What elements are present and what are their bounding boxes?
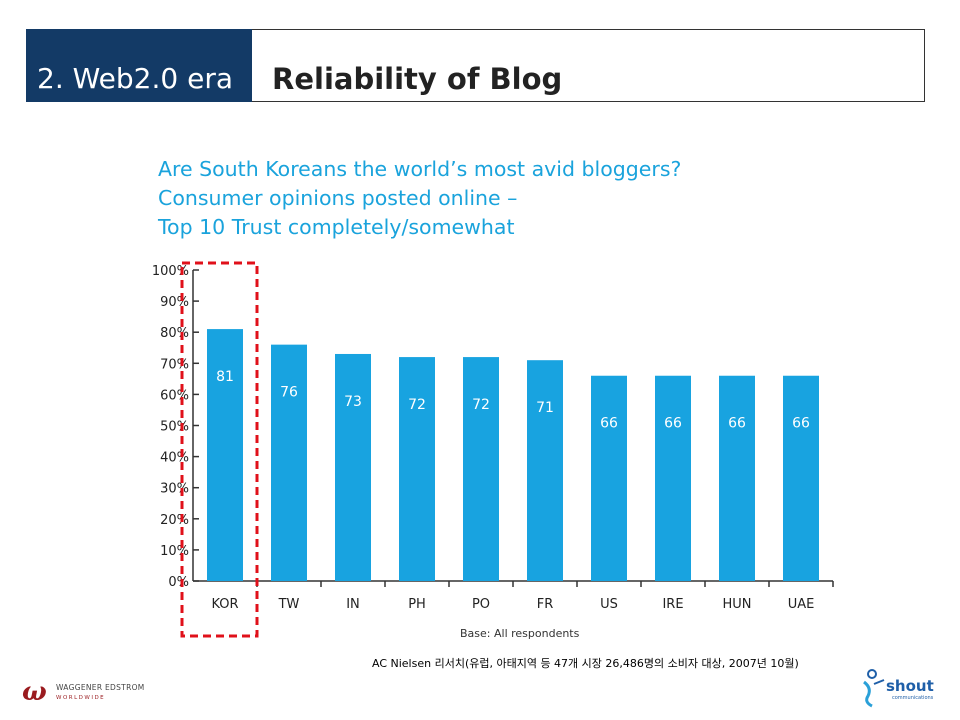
logo-right-sub: communications [892,695,934,701]
y-tick-label: 40% [160,451,189,466]
y-tick-label: 30% [160,482,189,497]
bar-us [591,375,627,581]
y-tick-label: 90% [160,295,189,310]
logo-right-name: shout [886,677,934,695]
bar-ire [655,375,691,581]
x-category-label: TW [278,597,300,612]
x-category-label: IRE [662,597,683,612]
x-category-label: IN [346,597,360,612]
x-category-label: PH [408,597,426,612]
chart-title-line-3: Top 10 Trust completely/somewhat [158,215,515,239]
data-label: 72 [472,397,490,413]
bar-chart: 0% 10% 20% 30% 40% 50% 60% 70% 80% 90% 100% 81 KOR 76… [152,261,834,640]
bar-ph [399,357,435,581]
x-category-label: UAE [788,597,815,612]
y-tick-label: 20% [160,513,189,528]
y-tick-label: 70% [160,357,189,372]
y-tick-label: 10% [160,544,189,559]
x-category-label: PO [472,597,490,612]
section-label: 2. Web2.0 era [26,29,252,102]
bar-po [463,357,499,581]
bar-uae [783,375,819,581]
bar-hun [719,375,755,581]
data-label: 66 [792,416,810,432]
chart-base-note: Base: All respondents [460,627,580,640]
logo-left-name: WAGGENER EDSTROM [56,683,145,692]
bar-tw [271,344,307,581]
data-label: 76 [280,385,298,401]
data-label: 73 [344,394,362,410]
data-label: 71 [536,400,554,416]
shout-logo: shout communications [858,664,948,718]
x-category-label: HUN [722,597,751,612]
logo-left-sub: WORLDWIDE [56,695,106,701]
data-label: 66 [600,416,618,432]
shout-figure-icon [863,669,885,708]
x-category-label: KOR [211,597,238,612]
bar-kor [207,329,243,581]
bar-fr [527,360,563,581]
source-note: AC Nielsen 리서치(유럽, 아태지역 등 47개 시장 26,486명… [372,657,799,670]
data-label: 72 [408,397,426,413]
slide-title: Reliability of Blog [272,62,563,96]
bar-in [335,353,371,581]
x-category-label: FR [537,597,554,612]
we-logo-icon: ω [22,677,47,707]
y-tick-label: 80% [160,326,189,341]
y-tick-label: 100% [152,264,189,279]
chart-title-line-1: Are South Koreans the world’s most avid … [158,157,682,181]
highlight-box [180,261,259,638]
x-category-label: US [600,597,618,612]
data-label: 66 [664,416,682,432]
chart-title-line-2: Consumer opinions posted online – [158,186,518,210]
y-tick-label: 50% [160,420,189,435]
chart-title: Are South Koreans the world’s most avid … [158,155,681,242]
data-label: 66 [728,416,746,432]
waggener-edstrom-logo: ω WAGGENER EDSTROM WORLDWIDE [22,678,172,708]
data-label: 81 [216,369,234,385]
y-tick-label: 60% [160,388,189,403]
y-tick-label: 0% [168,575,189,590]
